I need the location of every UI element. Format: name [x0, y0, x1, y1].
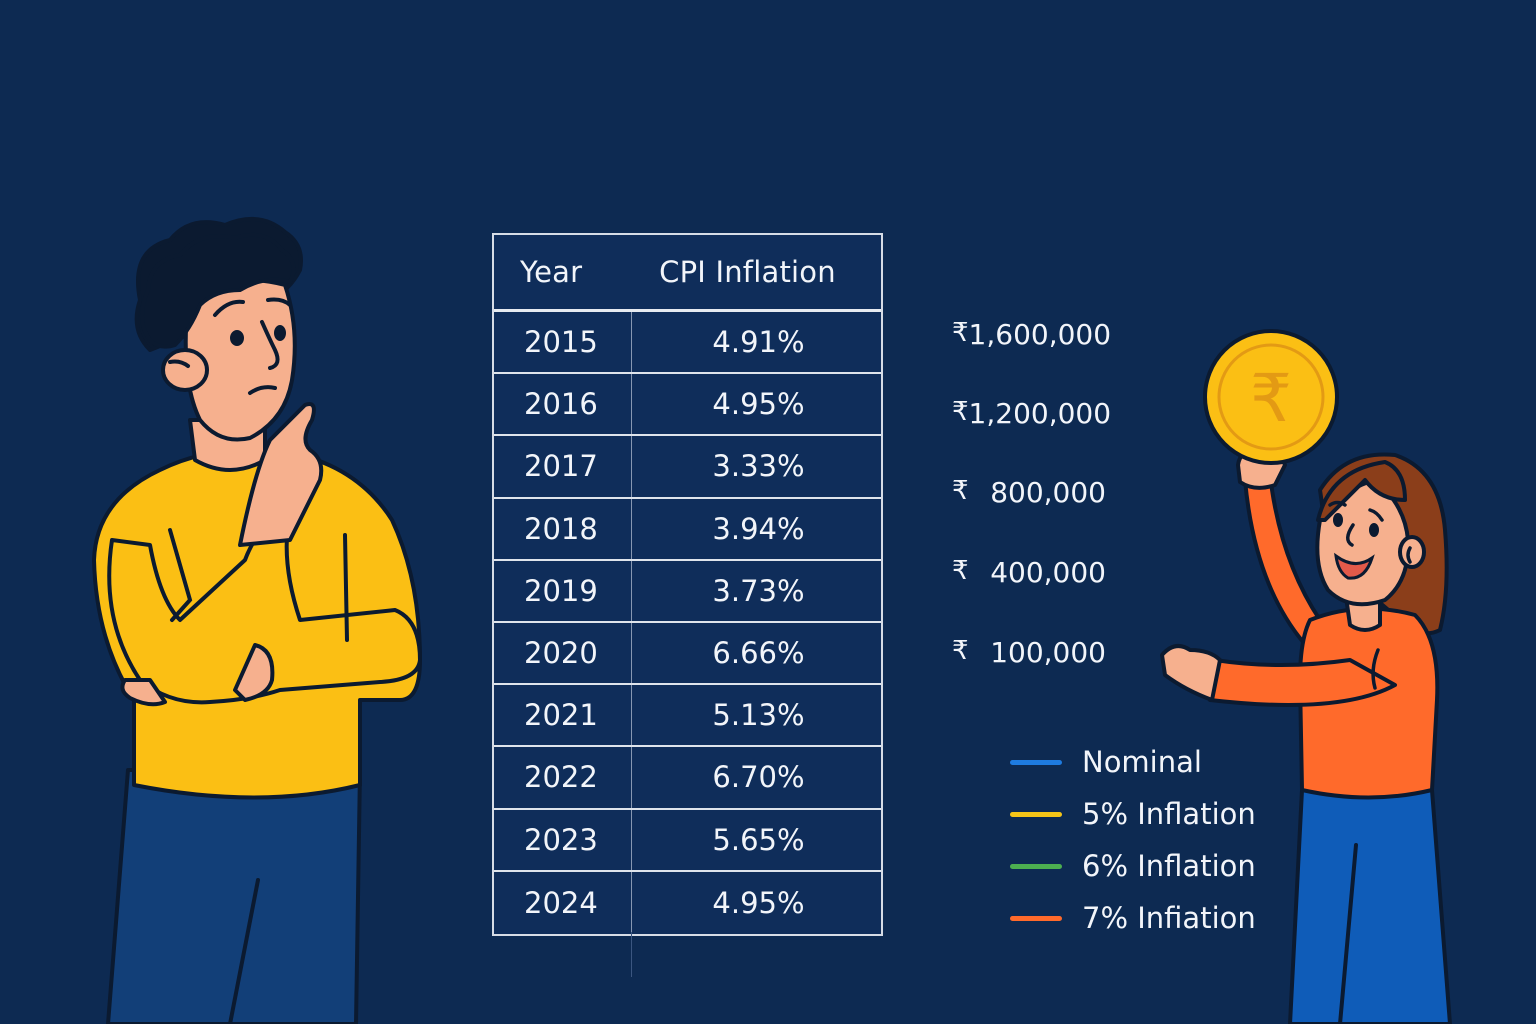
- year-cell: 2021: [494, 685, 632, 746]
- axis-amount: 1,600,000: [968, 318, 1112, 351]
- table-row: 2021 5.13%: [494, 685, 881, 748]
- header-year: Year: [520, 255, 583, 289]
- table-header-row: Year CPI Inflation: [494, 235, 881, 312]
- year-cell: 2023: [494, 809, 632, 870]
- legend-label: 6% Inflation: [1082, 849, 1256, 883]
- year-cell: 2018: [494, 498, 632, 559]
- legend-label: Nominal: [1082, 745, 1202, 779]
- legend-item-7-inflation: 7% Infiation: [1010, 898, 1256, 938]
- cpi-cell: 4.95%: [712, 387, 805, 422]
- rupee-coin-icon: ₹: [1250, 360, 1292, 437]
- cpi-cell: 6.66%: [712, 636, 805, 671]
- table-row: 2020 6.66%: [494, 622, 881, 686]
- table-row: 2024 4.95%: [494, 871, 881, 934]
- year-cell: 2019: [494, 560, 632, 621]
- axis-value: ₹ 800,000: [952, 476, 1106, 509]
- cpi-cell: 4.91%: [712, 325, 805, 360]
- axis-amount: 400,000: [990, 556, 1106, 589]
- rupee-symbol: ₹: [952, 556, 969, 586]
- header-cpi-inflation: CPI Inflation: [659, 255, 836, 289]
- legend-line-green: [1010, 863, 1062, 869]
- year-cell: 2024: [494, 871, 632, 934]
- legend-line-orange: [1010, 915, 1062, 921]
- year-cell: 2016: [494, 374, 632, 435]
- axis-amount: 100,000: [990, 636, 1106, 669]
- legend-line-yellow: [1010, 811, 1062, 817]
- cpi-cell: 3.33%: [712, 449, 805, 484]
- legend-label: 5% Inflation: [1082, 797, 1256, 831]
- table-row: 2019 3.73%: [494, 560, 881, 623]
- cpi-cell: 5.65%: [712, 822, 805, 857]
- axis-value: ₹ 400,000: [952, 556, 1106, 589]
- table-row: 2015 4.91%: [494, 312, 881, 375]
- year-cell: 2017: [494, 436, 632, 497]
- year-cell: 2020: [494, 622, 632, 684]
- legend-item-5-inflation: 5% Inflation: [1010, 794, 1256, 834]
- woman-with-coin-illustration: ₹: [1160, 329, 1452, 1024]
- legend-item-6-inflation: 6% Inflation: [1010, 846, 1256, 886]
- cpi-cell: 3.94%: [712, 511, 805, 546]
- table-row: 2016 4.95%: [494, 374, 881, 437]
- axis-value: ₹ 1,200,000: [952, 397, 1111, 430]
- rupee-symbol: ₹: [952, 636, 969, 666]
- axis-value: ₹ 1,600,000: [952, 318, 1111, 351]
- legend-item-nominal: Nominal: [1010, 742, 1202, 782]
- year-cell: 2022: [494, 747, 632, 808]
- axis-amount: 1,200,000: [968, 397, 1112, 430]
- legend-line-blue: [1010, 759, 1062, 765]
- cpi-cell: 6.70%: [712, 760, 805, 795]
- table-row: 2018 3.94%: [494, 498, 881, 561]
- legend-label: 7% Infiation: [1082, 901, 1256, 935]
- cpi-cell: 5.13%: [712, 698, 805, 733]
- column-divider-extension: [631, 932, 632, 977]
- table-row: 2022 6.70%: [494, 747, 881, 810]
- rupee-symbol: ₹: [952, 397, 969, 427]
- thinking-man-illustration: [92, 216, 422, 1024]
- rupee-symbol: ₹: [952, 476, 969, 506]
- table-row: 2017 3.33%: [494, 436, 881, 499]
- cpi-cell: 4.95%: [712, 885, 805, 920]
- year-cell: 2015: [494, 312, 632, 373]
- rupee-symbol: ₹: [952, 318, 969, 348]
- axis-value: ₹ 100,000: [952, 636, 1106, 669]
- axis-amount: 800,000: [990, 476, 1106, 509]
- cpi-inflation-table: Year CPI Inflation 2015 4.91% 2016 4.95%…: [492, 233, 883, 936]
- table-row: 2023 5.65%: [494, 809, 881, 872]
- cpi-cell: 3.73%: [712, 573, 805, 608]
